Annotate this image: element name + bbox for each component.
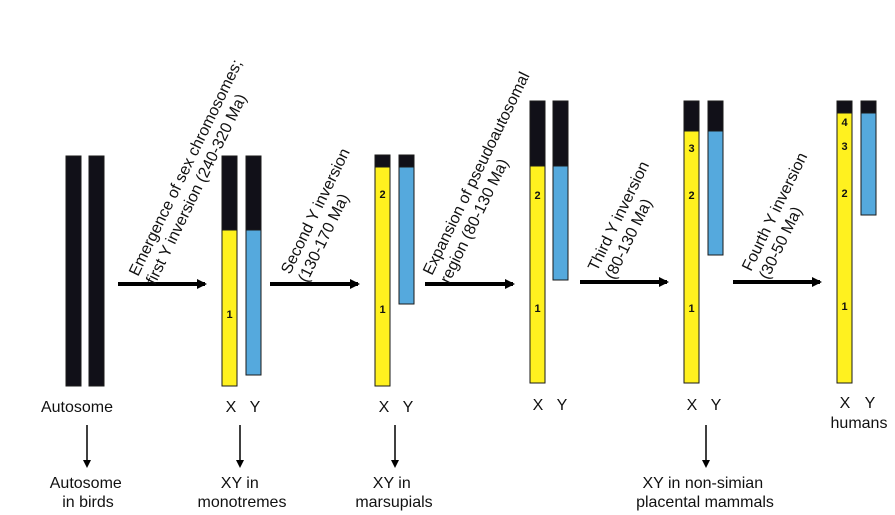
y-label: Y [711, 397, 722, 414]
species-label-line: XY in non-simian [642, 475, 763, 492]
x-label: X [226, 399, 237, 416]
x-label: X [533, 397, 544, 414]
event-label-line: Expansion of pseudoautosomal [420, 70, 533, 278]
y-chromosome-diverged-region [707, 130, 724, 256]
x-chromosome-stratum-region [221, 229, 238, 387]
stratum-label: 1 [226, 309, 232, 321]
y-chromosome-diverged-region [860, 112, 877, 216]
stratum-label: 4 [841, 117, 848, 129]
y-chromosome-ancestral-cap [398, 154, 415, 168]
species-label-line: marsupials [355, 494, 432, 511]
stratum-label: 2 [534, 190, 540, 202]
autosome-chromosome-right [88, 155, 105, 387]
x-chromosome-ancestral-cap [221, 155, 238, 231]
y-label: Y [865, 395, 876, 412]
species-label-line: placental mammals [636, 494, 774, 511]
species-label-line: XY in [221, 475, 259, 492]
stage-placental: 3 2 1 X Y XY in non-simian placental mam… [636, 100, 774, 511]
event-label-5: Fourth Y inversion (30-50 Ma) [739, 146, 830, 282]
marsupials-species-label: XY in marsupials [355, 475, 432, 511]
x-label: X [687, 397, 698, 414]
stratum-label: 1 [841, 301, 847, 313]
species-label-line: XY in [373, 475, 411, 492]
stage-monotremes: 1 X Y XY in monotremes [198, 155, 287, 511]
autosome-chromosome-left [65, 155, 82, 387]
y-label: Y [557, 397, 568, 414]
x-chromosome-stratum-region [836, 112, 853, 384]
x-chromosome-ancestral-cap [374, 154, 391, 168]
stratum-label: 2 [688, 190, 694, 202]
stage-pseudoautosomal: 2 1 X Y [529, 100, 569, 414]
x-chromosome-ancestral-cap [529, 100, 546, 167]
y-chromosome-ancestral-cap [860, 100, 877, 114]
placental-species-label: XY in non-simian placental mammals [636, 475, 774, 511]
stratum-label: 1 [688, 303, 694, 315]
event-label-1: Emergence of sex chromosomes; first Y in… [126, 53, 265, 287]
x-label: X [840, 395, 851, 412]
event-label-4: Third Y inversion (80-130 Ma) [585, 155, 672, 282]
stratum-label: 1 [379, 304, 385, 316]
x-label: X [379, 399, 390, 416]
stage-marsupials: 2 1 X Y XY in marsupials [355, 154, 433, 511]
humans-species-label: humans [831, 415, 888, 432]
x-chromosome-stratum-region [683, 130, 700, 384]
stage-humans: 4 3 2 1 X Y humans [831, 100, 888, 432]
y-chromosome-diverged-region [398, 166, 415, 305]
autosome-chromosome-label: Autosome [41, 399, 113, 416]
species-label-line: Autosome [50, 475, 122, 492]
autosome-species-label: Autosome in birds [50, 475, 127, 511]
stratum-label: 3 [841, 141, 847, 153]
y-chromosome-ancestral-cap [245, 155, 262, 231]
stratum-label: 3 [688, 143, 694, 155]
x-chromosome-stratum-region [529, 165, 546, 384]
stratum-label: 2 [379, 189, 385, 201]
y-chromosome-ancestral-cap [707, 100, 724, 132]
stratum-label: 2 [841, 188, 847, 200]
monotremes-species-label: XY in monotremes [198, 475, 287, 511]
stage-autosome: Autosome Autosome in birds [41, 155, 127, 511]
x-chromosome-stratum-region [374, 166, 391, 387]
y-chromosome-diverged-region [552, 165, 569, 281]
y-label: Y [403, 399, 414, 416]
x-chromosome-ancestral-cap [836, 100, 853, 114]
y-chromosome-diverged-region [245, 229, 262, 376]
y-chromosome-ancestral-cap [552, 100, 569, 167]
stratum-label: 1 [534, 303, 540, 315]
x-chromosome-ancestral-cap [683, 100, 700, 132]
species-label-line: in birds [62, 494, 114, 511]
species-label-line: monotremes [198, 494, 287, 511]
event-label-2: Second Y inversion (130-170 Ma) [278, 142, 372, 285]
y-label: Y [250, 399, 261, 416]
